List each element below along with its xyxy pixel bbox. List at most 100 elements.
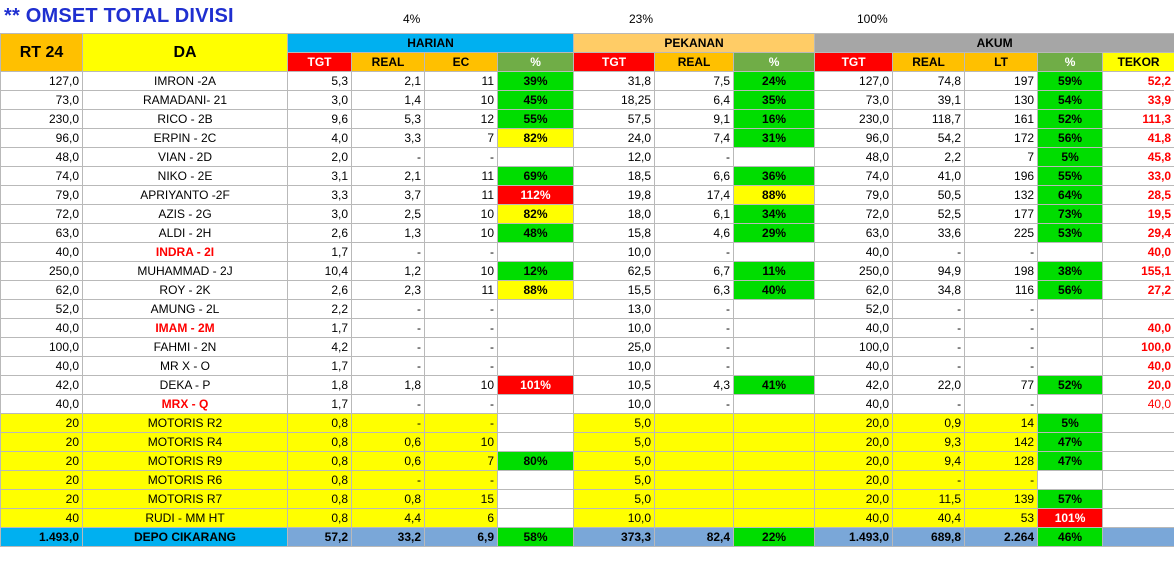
pekanan-tgt-cell: 12,0	[573, 147, 656, 167]
rt-cell: 40,0	[0, 356, 83, 376]
total-a-pct: 46%	[1037, 527, 1104, 547]
pekanan-pct-cell	[733, 451, 816, 471]
rt-cell: 42,0	[0, 375, 83, 395]
table-row: 100,0 FAHMI - 2N 4,2- -25,0-100,0- -100,0	[0, 337, 1174, 357]
akum-real-cell: 2,2	[892, 147, 966, 167]
rt-cell: 40,0	[0, 394, 83, 414]
harian-ec-cell: 7	[424, 128, 498, 148]
harian-pct-cell: 55%	[496, 109, 575, 129]
akum-pct-cell: 55%	[1037, 166, 1104, 186]
akum-pct-cell: 52%	[1037, 109, 1104, 129]
tekor-cell	[1102, 489, 1174, 509]
pekanan-tgt-cell: 18,25	[573, 90, 656, 110]
tekor-cell: 155,1	[1102, 261, 1174, 281]
table-row: 74,0 NIKO - 2E 3,1 2,1 11 69% 18,5 6,6 36% 74,0 41…	[0, 166, 1174, 186]
akum-lt-cell: 14	[964, 413, 1039, 433]
akum-tgt-cell: 96,0	[814, 128, 894, 148]
tekor-cell	[1102, 299, 1174, 319]
rt-cell: 230,0	[0, 109, 83, 129]
akum-pct-cell: 59%	[1037, 71, 1104, 91]
pekanan-tgt-cell: 19,8	[573, 185, 656, 205]
table-row: 63,0 ALDI - 2H 2,6 1,3 10 48% 15,8 4,6 29% 63,0 33…	[0, 223, 1174, 243]
total-a-lt: 2.264	[964, 527, 1039, 547]
da-name-cell: VIAN - 2D	[82, 147, 288, 167]
table-row: 73,0 RAMADANI- 21 3,0 1,4 10 45% 18,25 6,4 35% 73…	[0, 90, 1174, 110]
harian-real-cell: 0,8	[351, 489, 425, 509]
rt-cell: 250,0	[0, 261, 83, 281]
header-tekor: TEKOR	[1102, 52, 1174, 72]
pekanan-real-cell: 6,3	[654, 280, 735, 300]
harian-tgt-cell: 2,0	[287, 147, 352, 167]
akum-tgt-cell: 20,0	[814, 470, 894, 490]
da-name-cell: RICO - 2B	[82, 109, 288, 129]
rt-cell: 40,0	[0, 242, 83, 262]
harian-ec-cell: -	[424, 242, 498, 262]
table-row: 42,0 DEKA - P 1,8 1,8 10 101% 10,5 4,3 41% 42,0 22…	[0, 375, 1174, 395]
harian-real-cell: -	[351, 242, 425, 262]
tekor-cell: 45,8	[1102, 147, 1174, 167]
akum-pct-cell: 47%	[1037, 432, 1104, 452]
harian-real-cell: 2,1	[351, 166, 425, 186]
da-name-cell: MOTORIS R2	[82, 413, 288, 433]
akum-tgt-cell: 100,0	[814, 337, 894, 357]
pekanan-pct-cell	[733, 356, 816, 376]
harian-pct-cell	[496, 299, 575, 319]
tekor-cell: 40,0	[1102, 356, 1174, 376]
da-name-cell: APRIYANTO -2F	[82, 185, 288, 205]
pekanan-pct-cell	[733, 470, 816, 490]
harian-tgt-cell: 0,8	[287, 413, 352, 433]
pekanan-real-cell: -	[654, 318, 735, 338]
table-row: 52,0 AMUNG - 2L 2,2- -13,0-52,0- -	[0, 299, 1174, 319]
akum-pct-cell: 5%	[1037, 413, 1104, 433]
harian-ec-cell: 7	[424, 451, 498, 471]
pekanan-pct-cell	[733, 394, 816, 414]
harian-ec-cell: 11	[424, 166, 498, 186]
akum-tgt-cell: 20,0	[814, 413, 894, 433]
akum-lt-cell: 142	[964, 432, 1039, 452]
harian-pct-cell: 112%	[496, 185, 575, 205]
rt-cell: 74,0	[0, 166, 83, 186]
rt-cell: 48,0	[0, 147, 83, 167]
pekanan-real-cell: -	[654, 147, 735, 167]
harian-pct-cell	[496, 318, 575, 338]
akum-lt-cell: 77	[964, 375, 1039, 395]
harian-pct-cell: 101%	[496, 375, 575, 395]
harian-real-cell: -	[351, 337, 425, 357]
harian-ec-cell: 11	[424, 71, 498, 91]
header-harian-tgt: TGT	[287, 52, 352, 72]
harian-tgt-cell: 3,3	[287, 185, 352, 205]
da-name-cell: ROY - 2K	[82, 280, 288, 300]
akum-real-cell: -	[892, 242, 966, 262]
da-name-cell: IMRON -2A	[82, 71, 288, 91]
akum-tgt-cell: 127,0	[814, 71, 894, 91]
akum-real-cell: -	[892, 394, 966, 414]
akum-pct-cell: 73%	[1037, 204, 1104, 224]
tekor-cell: 52,2	[1102, 71, 1174, 91]
akum-real-cell: 118,7	[892, 109, 966, 129]
harian-tgt-cell: 4,2	[287, 337, 352, 357]
da-name-cell: INDRA - 2I	[82, 242, 288, 262]
pekanan-real-cell	[654, 451, 735, 471]
akum-real-cell: 9,4	[892, 451, 966, 471]
akum-tgt-cell: 48,0	[814, 147, 894, 167]
harian-ec-cell: 10	[424, 375, 498, 395]
harian-tgt-cell: 1,7	[287, 394, 352, 414]
harian-real-cell: 0,6	[351, 451, 425, 471]
harian-real-cell: -	[351, 394, 425, 414]
akum-tgt-cell: 73,0	[814, 90, 894, 110]
header-akum-lt: LT	[964, 52, 1039, 72]
akum-real-cell: 22,0	[892, 375, 966, 395]
harian-real-cell: 0,6	[351, 432, 425, 452]
harian-tgt-cell: 1,7	[287, 356, 352, 376]
akum-lt-cell: 139	[964, 489, 1039, 509]
akum-lt-cell: 197	[964, 71, 1039, 91]
harian-tgt-cell: 2,2	[287, 299, 352, 319]
tekor-cell: 20,0	[1102, 375, 1174, 395]
akum-real-cell: -	[892, 470, 966, 490]
pekanan-tgt-cell: 15,5	[573, 280, 656, 300]
rt-cell: 100,0	[0, 337, 83, 357]
harian-ec-cell: 10	[424, 204, 498, 224]
harian-pct-cell: 39%	[496, 71, 575, 91]
harian-pct-cell: 69%	[496, 166, 575, 186]
harian-tgt-cell: 9,6	[287, 109, 352, 129]
